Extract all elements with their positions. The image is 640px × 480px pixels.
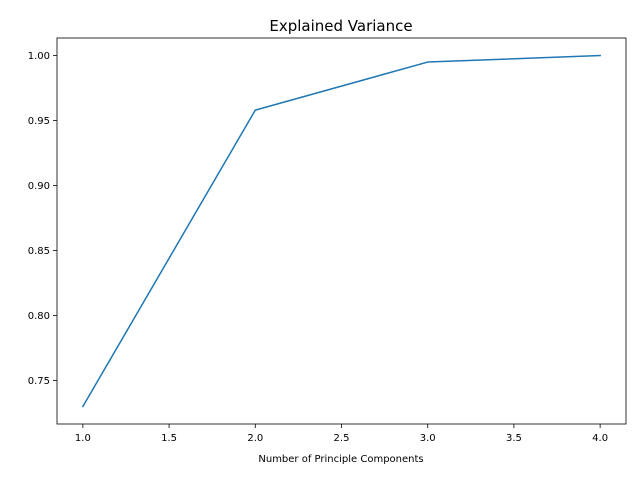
series-line-0 (81, 54, 601, 408)
x-tick-label: 2.5 (334, 433, 350, 444)
x-axis-title: Number of Principle Components (258, 454, 423, 465)
x-tick-label: 2.0 (247, 433, 263, 444)
y-tick-label: 0.90 (28, 181, 50, 192)
y-tick-label: 0.75 (28, 376, 50, 387)
x-tick-label: 1.0 (75, 433, 91, 444)
x-tick-label: 3.0 (420, 433, 436, 444)
chart-title: Explained Variance (269, 17, 412, 35)
x-tick-label: 3.5 (506, 433, 522, 444)
plot-frame (56, 37, 627, 425)
y-tick-label: 1.00 (28, 51, 50, 62)
plot-area: 1.0 1.5 2.0 2.5 3.0 3.5 4.0 0.75 0.80 0.85 0.90 0.9… (28, 37, 627, 444)
x-tick-label: 4.0 (592, 433, 608, 444)
x-tick-label: 1.5 (161, 433, 177, 444)
y-tick-label: 0.95 (28, 116, 50, 127)
y-tick-label: 0.85 (28, 246, 50, 257)
y-tick-label: 0.80 (28, 311, 50, 322)
